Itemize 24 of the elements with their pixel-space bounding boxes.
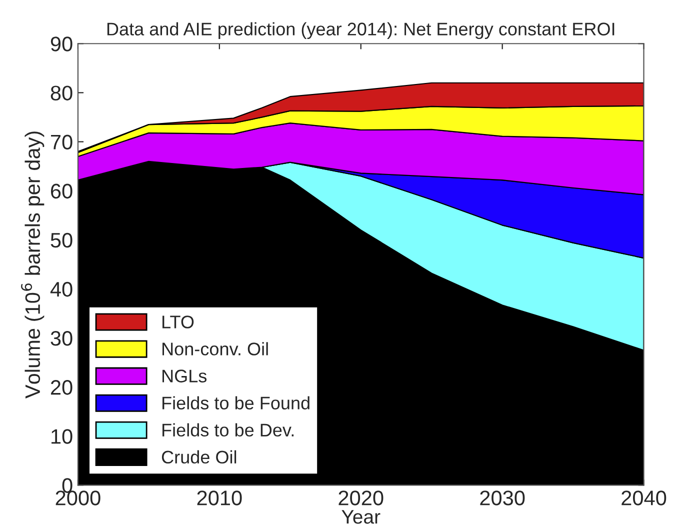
y-tick-label: 30: [50, 331, 72, 346]
legend-label: Fields to be Found: [162, 396, 310, 410]
x-tick-label: 2040: [622, 490, 666, 506]
legend-label: LTO: [162, 316, 194, 328]
chart-title: Data and AIE prediction (year 2014): Net Energy constant EROI: [107, 22, 614, 40]
legend-label: NGLs: [162, 370, 207, 382]
legend-label: Fields to be Dev.: [162, 423, 294, 437]
x-tick-label: 2010: [197, 490, 242, 506]
x-tick-label: 2020: [338, 490, 384, 506]
x-axis-title: Year: [342, 510, 380, 524]
x-tick-label: 2000: [56, 490, 100, 506]
y-tick-label: 80: [50, 86, 72, 100]
legend-label: Crude Oil: [162, 450, 236, 464]
y-tick-label: 0: [62, 478, 72, 493]
y-tick-label: 90: [50, 36, 72, 52]
y-tick-label: 20: [50, 380, 72, 395]
y-tick-label: 70: [51, 134, 72, 150]
legend-label: Non-conv. Oil: [162, 342, 268, 356]
y-tick-label: 50: [50, 232, 72, 248]
y-tick-label: 60: [50, 184, 72, 199]
y-tick-label: 10: [52, 429, 72, 444]
y-tick-label: 40: [50, 282, 72, 297]
y-axis-title: Volume (10$^{6}$ barrels per day): [21, 132, 44, 398]
x-tick-label: 2030: [480, 490, 525, 506]
